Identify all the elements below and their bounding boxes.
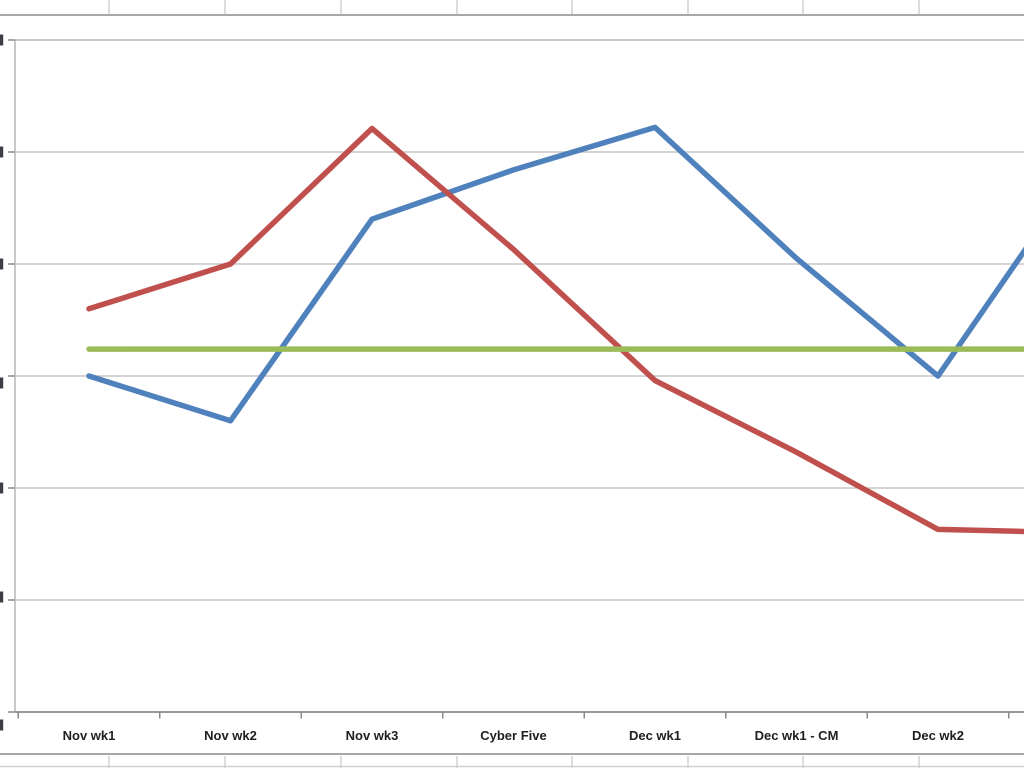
y-axis-label-cropped-sliver (0, 377, 4, 389)
y-axis-label-cropped-sliver (0, 719, 4, 731)
y-axis-label-cropped-sliver (0, 34, 4, 46)
y-axis-label-cropped-sliver (0, 146, 4, 158)
series-line-red-series (86, 125, 1024, 535)
series-line-blue-series (86, 124, 1024, 424)
x-axis-label: Nov wk2 (204, 728, 257, 743)
x-axis-label: Nov wk3 (346, 728, 399, 743)
y-axis-label-cropped-sliver (0, 591, 4, 603)
x-axis-label: Dec wk2 (912, 728, 964, 743)
x-axis-label: Nov wk1 (63, 728, 116, 743)
y-axis-label-cropped-sliver (0, 258, 4, 270)
x-axis-label: Cyber Five (480, 728, 546, 743)
x-axis-label: Dec wk1 - CM (755, 728, 839, 743)
y-axis-label-cropped-sliver (0, 482, 4, 494)
x-axis-label: Dec wk1 (629, 728, 681, 743)
